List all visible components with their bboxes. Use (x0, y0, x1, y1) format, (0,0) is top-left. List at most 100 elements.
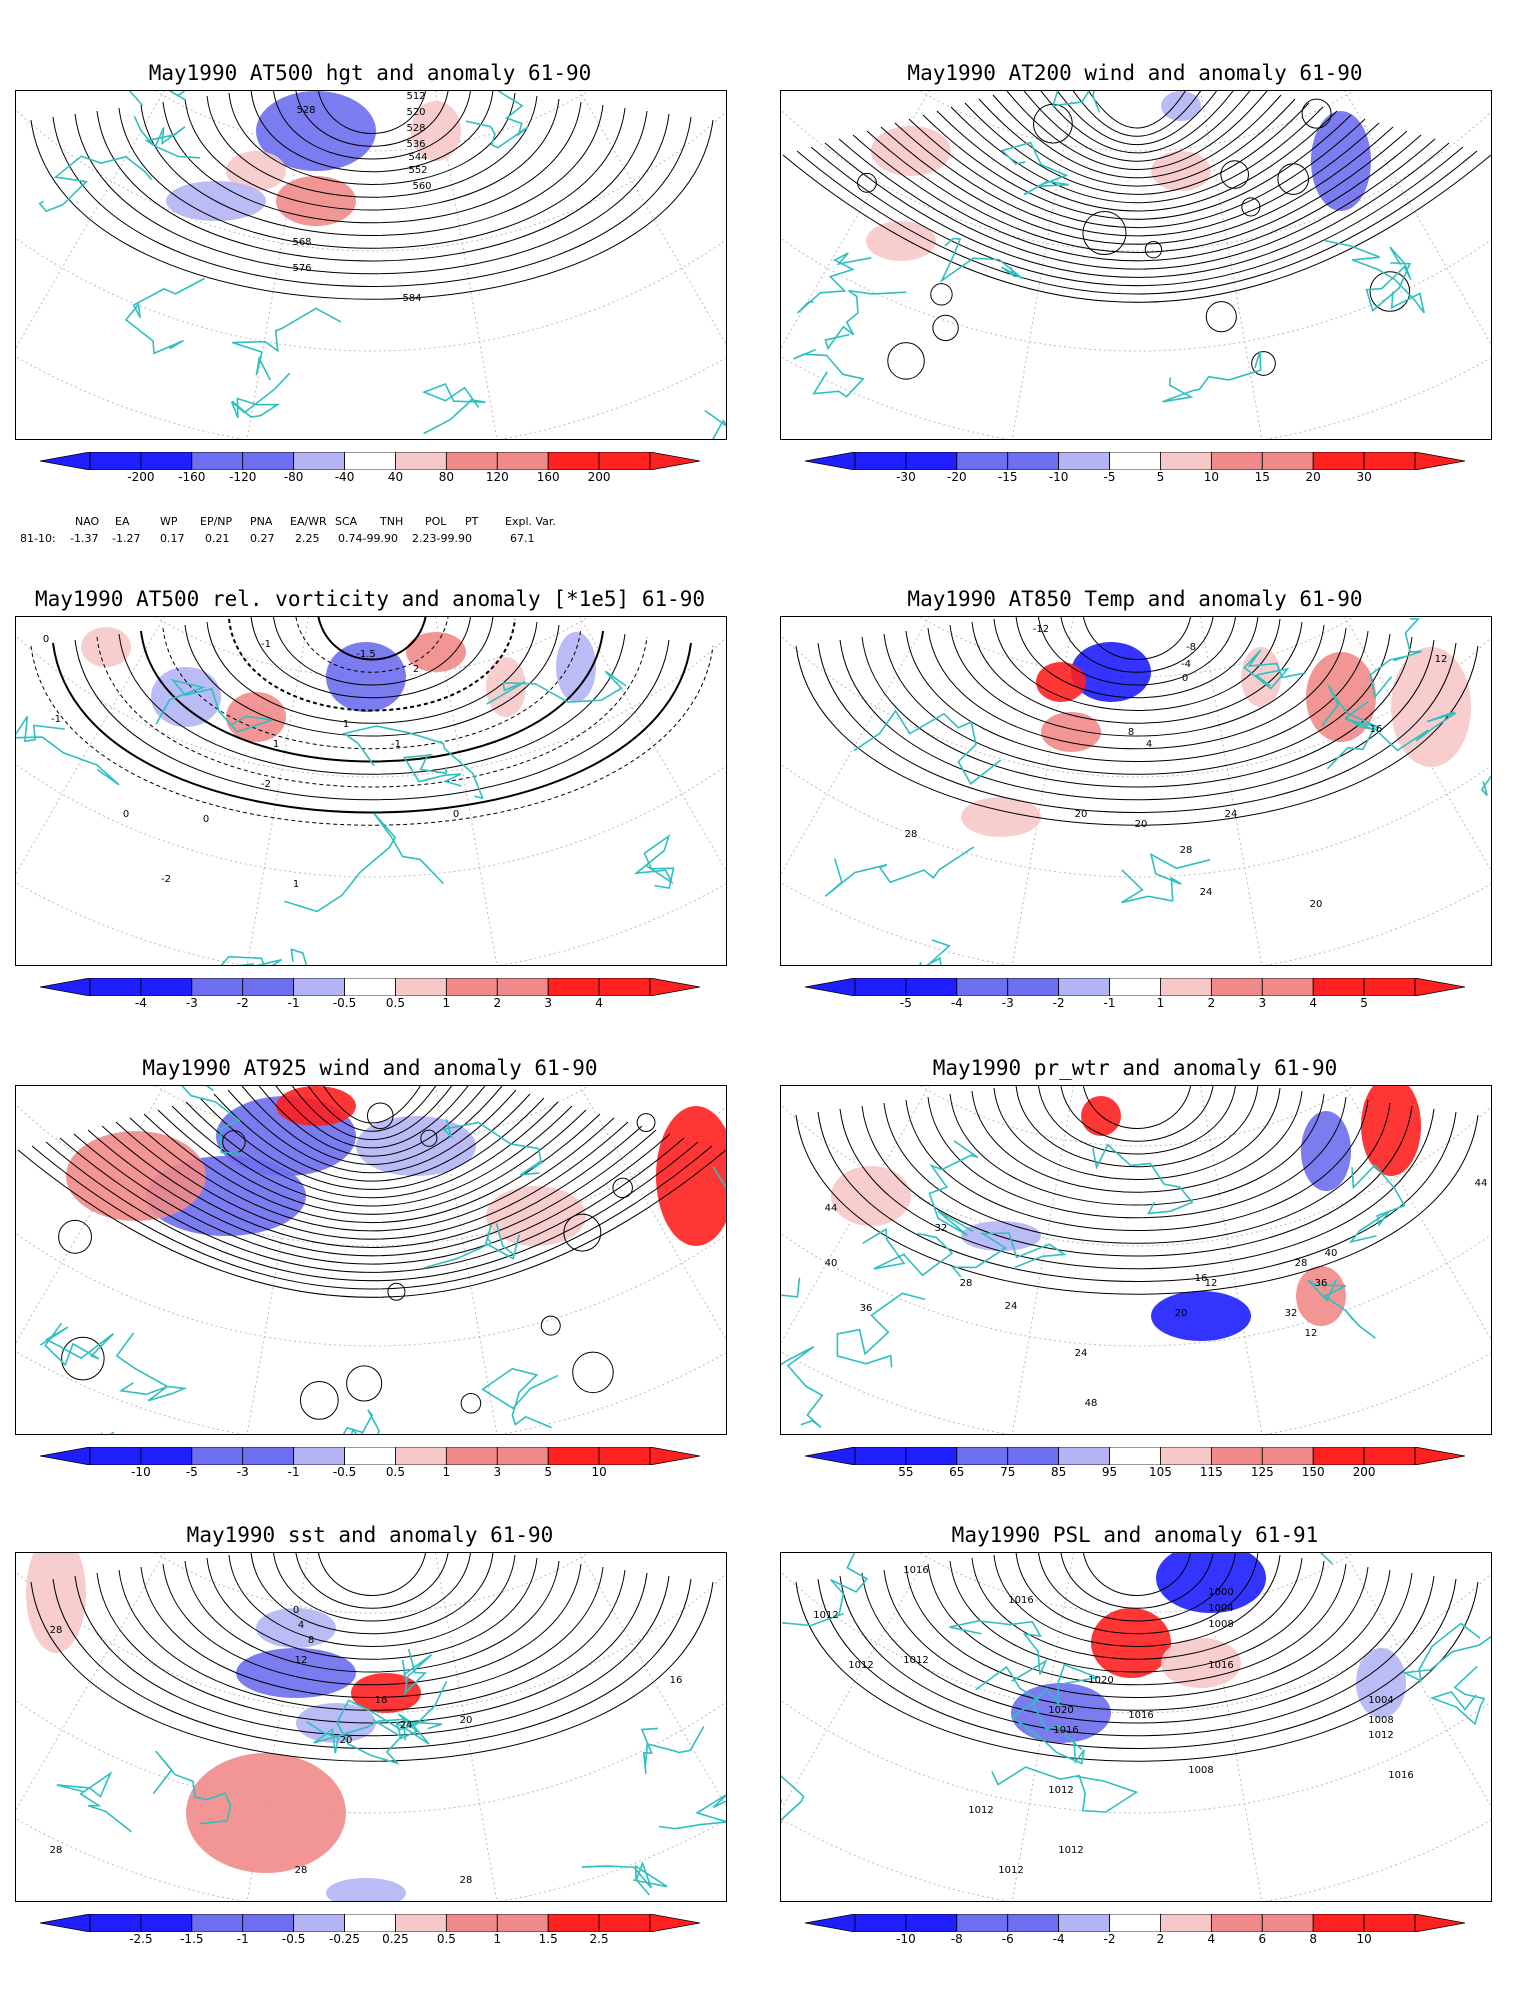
colorbar-segment (242, 1914, 295, 1932)
colorbar-tick-label: -3 (1001, 996, 1014, 1010)
streamline-eddy (887, 342, 925, 380)
coastline (401, 1648, 433, 1696)
streamline (157, 1109, 587, 1215)
contour-line (74, 113, 670, 275)
panel-wind925: May1990 AT925 wind and anomaly 61-90 -10… (0, 1055, 740, 1535)
contour-label: 1016 (1388, 1770, 1413, 1781)
streamline (59, 1137, 685, 1273)
contour-label: -1 (51, 714, 61, 725)
graticule-latitude (16, 1104, 726, 1247)
colorbar-end-low (805, 1447, 856, 1465)
streamline-eddy (61, 1336, 105, 1381)
colorbar-segment (1363, 978, 1416, 996)
coastline (230, 372, 291, 419)
colorbar-tick-label: -15 (997, 470, 1018, 484)
panel-title: May1990 AT500 hgt and anomaly 61-90 (148, 61, 592, 85)
coastline (781, 1346, 824, 1428)
panel-title: May1990 AT500 rel. vorticity and anomaly… (34, 587, 706, 611)
colorbar-segment (395, 452, 447, 470)
contour-label: 1012 (1058, 1845, 1083, 1856)
contour-label: 44 (825, 1203, 838, 1214)
contour-label: 36 (1315, 1278, 1328, 1289)
graticule-latitude (16, 1571, 726, 1714)
contour-line (295, 91, 449, 147)
colorbar-tick-label: -120 (229, 470, 257, 484)
colorbar-tick-label: 10 (591, 1465, 607, 1479)
colorbar (40, 452, 700, 470)
streamline-eddy (1277, 163, 1310, 195)
contour-line (861, 1105, 1413, 1257)
contour-line (184, 1560, 560, 1673)
contour-line (839, 639, 1435, 801)
panel-vort500: May1990 AT500 rel. vorticity and anomaly… (0, 586, 740, 1066)
colorbar-segment (395, 978, 447, 996)
contour-label: 528 (296, 105, 315, 116)
colorbar-segment (89, 452, 142, 470)
contour-line (905, 1099, 1369, 1231)
coastline (336, 1699, 427, 1765)
colorbar-segment (89, 1914, 142, 1932)
colorbar-tick-label: 1 (442, 996, 451, 1010)
coastline (1324, 239, 1425, 314)
coastline (56, 1771, 132, 1833)
contour-label: 1016 (1208, 1660, 1233, 1671)
colorbar-tick-label: 4 (1207, 1932, 1216, 1946)
map-svg (16, 1086, 726, 1434)
coastline (152, 1750, 232, 1825)
contour-label: 544 (408, 152, 427, 163)
colorbar-segment (854, 1447, 907, 1465)
colorbar-tick-label: 5 (544, 1465, 552, 1479)
colorbar-tick-label: -5 (899, 996, 912, 1010)
coastline (124, 277, 206, 355)
graticule-latitude (781, 109, 1491, 252)
contour-line (927, 627, 1347, 750)
anomaly-shading (26, 1553, 86, 1653)
panel-title: May1990 AT200 wind and anomaly 61-90 (907, 61, 1363, 85)
colorbar-tick-label: -5 (1103, 470, 1116, 484)
colorbar-segment (445, 1914, 498, 1932)
coastline (284, 812, 445, 913)
anomaly-shading (406, 632, 466, 672)
streamline (1040, 91, 1234, 154)
streamline-eddy (1241, 197, 1261, 217)
colorbar-segment (854, 452, 907, 470)
colorbar-segment (1007, 978, 1060, 996)
contour-line (206, 621, 538, 724)
contour-label: 12 (1435, 654, 1448, 665)
streamline (1006, 91, 1268, 170)
streamline (992, 94, 1282, 179)
colorbar-tick-label: 1 (442, 1465, 451, 1479)
contour-label: 520 (406, 107, 425, 118)
map-svg (781, 91, 1491, 439)
anomaly-shading (1151, 1291, 1251, 1341)
coastline (781, 1775, 805, 1824)
index-value: 2.25 (295, 532, 320, 545)
colorbar-segment (1210, 1914, 1263, 1932)
contour-label: 36 (860, 1303, 873, 1314)
index-header: WP (160, 515, 178, 528)
graticule-latitude (919, 1553, 1355, 1614)
colorbar-segment (1312, 978, 1365, 996)
colorbar-segment (1007, 452, 1060, 470)
graticule-meridian (1344, 91, 1491, 346)
contour-label: 552 (408, 165, 427, 176)
colorbar-segment (445, 978, 498, 996)
coastline (39, 1322, 114, 1367)
contour-line (905, 630, 1369, 762)
map-prwtr: 44 40 36 32 28 24 20 16 12 12 24 28 32 36 40 44 48 (780, 1085, 1492, 1435)
anomaly-shading (256, 91, 376, 171)
graticule-meridian (16, 617, 165, 875)
coastline (782, 1553, 869, 1627)
contour-label: 16 (375, 1695, 388, 1706)
anomaly-shading (1306, 652, 1376, 742)
streamline (185, 1101, 559, 1199)
streamline-eddy (366, 1102, 394, 1130)
graticule-meridian (1344, 1553, 1491, 1808)
contour-line (250, 91, 494, 173)
colorbar-tick-label: -3 (185, 996, 198, 1010)
colorbar-segment (496, 1914, 549, 1932)
contour-line (250, 1553, 494, 1635)
contour-label: 512 (406, 91, 425, 102)
contour-line (1060, 1086, 1214, 1142)
contour-line (971, 1557, 1303, 1660)
